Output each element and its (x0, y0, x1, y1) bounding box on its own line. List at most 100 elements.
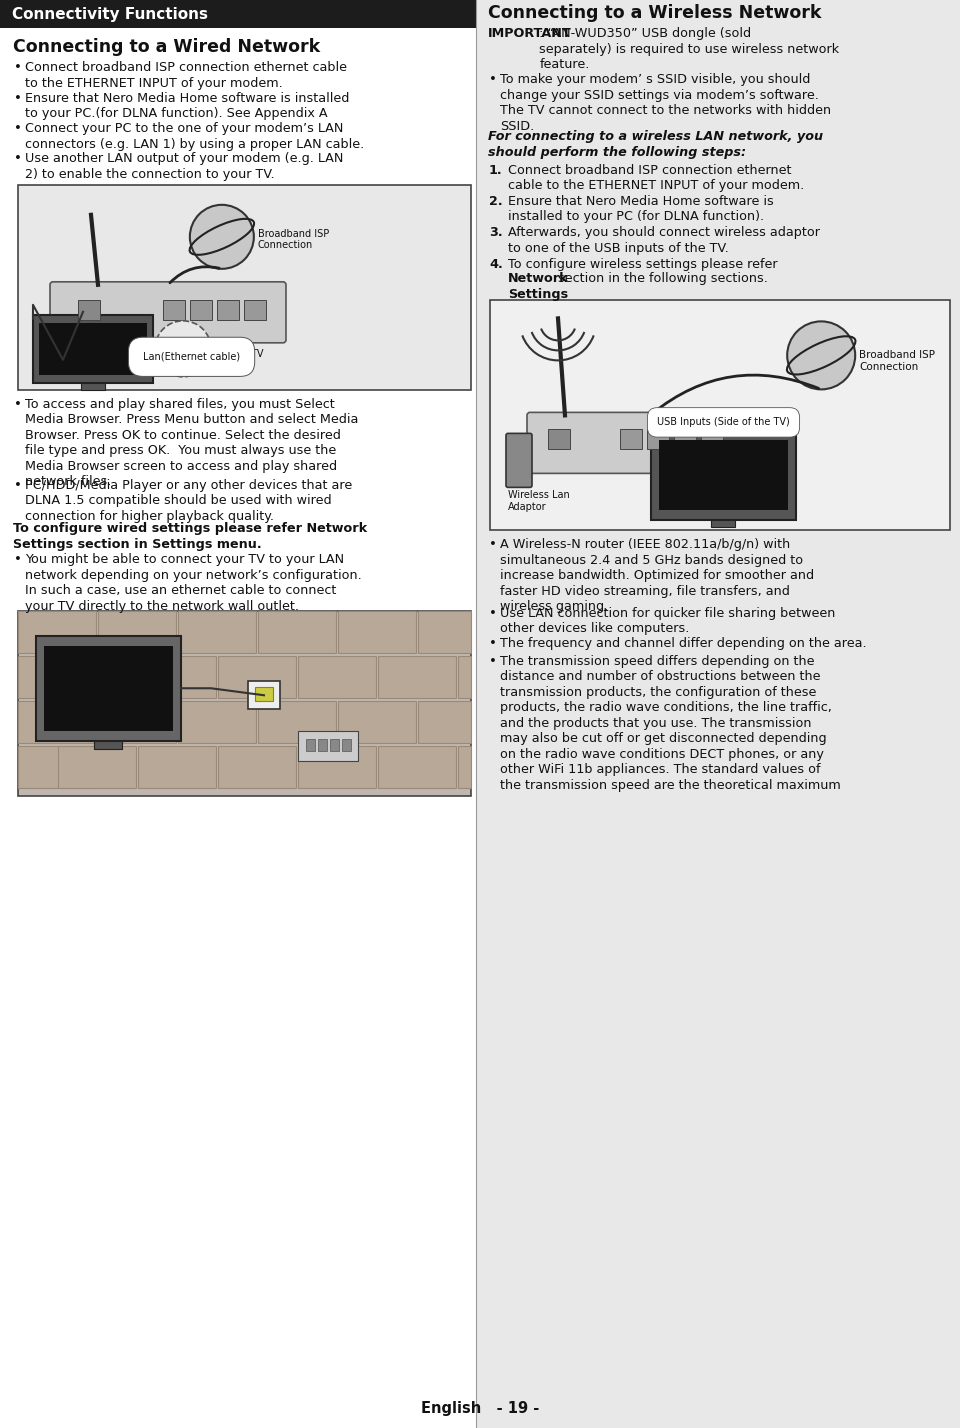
Bar (94, 741, 122, 750)
Text: USB Inputs (Side of the TV): USB Inputs (Side of the TV) (658, 417, 790, 427)
Bar (0, 0, 476, 29)
Text: To make your modem’ s SSID visible, you should
change your SSID settings via mod: To make your modem’ s SSID visible, you … (500, 73, 831, 133)
Bar (298, 747, 376, 788)
Text: •: • (489, 538, 497, 551)
Bar (98, 701, 176, 743)
Text: •: • (489, 73, 497, 86)
Text: : “AN-WUD350” USB dongle (sold
separately) is required to use wireless network
f: : “AN-WUD350” USB dongle (sold separatel… (540, 27, 839, 71)
Bar (36, 637, 181, 741)
Bar (44, 647, 173, 731)
Text: The transmission speed differs depending on the
distance and number of obstructi: The transmission speed differs depending… (500, 655, 841, 793)
Bar (18, 701, 96, 743)
Text: PC/HDD/Media Player or any other devices that are
DLNA 1.5 compatible should be : PC/HDD/Media Player or any other devices… (25, 478, 352, 523)
Bar (33, 314, 153, 383)
Text: •: • (14, 121, 22, 136)
Text: You might be able to connect your TV to your LAN
network depending on your netwo: You might be able to connect your TV to … (25, 554, 362, 613)
Bar (18, 747, 96, 788)
Bar (318, 740, 327, 751)
Text: Connecting to a Wired Network: Connecting to a Wired Network (13, 39, 320, 56)
Text: 3.: 3. (489, 226, 503, 240)
FancyBboxPatch shape (50, 281, 286, 343)
Bar (647, 430, 669, 450)
Text: Wireless Lan
Adaptor: Wireless Lan Adaptor (508, 490, 569, 513)
Bar (217, 300, 239, 320)
Text: The frequency and channel differ depending on the area.: The frequency and channel differ dependi… (500, 637, 867, 650)
Text: Use LAN connection for quicker file sharing between
other devices like computers: Use LAN connection for quicker file shar… (500, 607, 835, 635)
Text: •: • (14, 153, 22, 166)
Bar (98, 611, 176, 653)
Text: Connect your PC to the one of your modem’s LAN
connectors (e.g. LAN 1) by using : Connect your PC to the one of your modem… (25, 121, 364, 150)
Bar (138, 657, 216, 698)
Bar (39, 323, 147, 374)
Bar (81, 383, 105, 390)
Text: 4.: 4. (489, 257, 503, 271)
Text: Connect broadband ISP connection ethernet
cable to the ETHERNET INPUT of your mo: Connect broadband ISP connection etherne… (508, 164, 804, 191)
Text: A Wireless-N router (IEEE 802.11a/b/g/n) with
simultaneous 2.4 and 5 GHz bands d: A Wireless-N router (IEEE 802.11a/b/g/n)… (500, 538, 814, 614)
Bar (178, 611, 256, 653)
Bar (255, 687, 273, 701)
Text: Connectivity Functions: Connectivity Functions (12, 7, 208, 21)
Bar (218, 747, 296, 788)
Text: •: • (14, 61, 22, 74)
Bar (711, 520, 735, 527)
Bar (18, 184, 471, 390)
Bar (163, 300, 185, 320)
Text: Afterwards, you should connect wireless adaptor
to one of the USB inputs of the : Afterwards, you should connect wireless … (508, 226, 820, 254)
Text: Rear of TV: Rear of TV (213, 348, 263, 358)
Text: To configure wireless settings please refer: To configure wireless settings please re… (508, 257, 781, 271)
Bar (58, 657, 136, 698)
Text: •: • (489, 637, 497, 650)
Bar (306, 740, 315, 751)
Bar (0, 0, 476, 1428)
Text: Connecting to a Wireless Network: Connecting to a Wireless Network (488, 4, 822, 21)
Bar (138, 747, 216, 788)
Bar (674, 430, 696, 450)
Text: •: • (489, 655, 497, 668)
Text: •: • (14, 478, 22, 493)
Text: •: • (14, 91, 22, 104)
Bar (244, 300, 266, 320)
FancyBboxPatch shape (527, 413, 733, 474)
Bar (258, 611, 336, 653)
Bar (338, 611, 416, 653)
Bar (18, 657, 96, 698)
Bar (58, 747, 136, 788)
Text: •: • (14, 554, 22, 567)
Circle shape (190, 204, 253, 268)
Text: Network
Settings: Network Settings (508, 273, 568, 301)
Bar (298, 731, 358, 761)
Bar (18, 611, 96, 653)
Circle shape (155, 321, 211, 377)
Bar (190, 300, 212, 320)
Text: Broadband ISP
Connection: Broadband ISP Connection (859, 350, 935, 371)
Text: Broadband ISP
Connection: Broadband ISP Connection (258, 228, 329, 250)
Text: Use another LAN output of your modem (e.g. LAN
2) to enable the connection to yo: Use another LAN output of your modem (e.… (25, 153, 344, 181)
Bar (248, 681, 280, 710)
Bar (418, 611, 471, 653)
Bar (218, 657, 296, 698)
Text: IMPORTANT: IMPORTANT (488, 27, 572, 40)
Bar (338, 701, 416, 743)
FancyBboxPatch shape (506, 433, 532, 487)
Bar (476, 0, 960, 1428)
Bar (378, 657, 456, 698)
Bar (490, 300, 950, 530)
Bar (418, 701, 471, 743)
Bar (330, 740, 339, 751)
Text: To configure wired settings please refer Network
Settings section in Settings me: To configure wired settings please refer… (13, 523, 367, 551)
Bar (18, 701, 96, 743)
Text: 2.: 2. (489, 194, 503, 208)
Bar (651, 430, 796, 520)
Bar (458, 747, 471, 788)
Text: 1.: 1. (489, 164, 503, 177)
Text: To access and play shared files, you must Select
Media Browser. Press Menu butto: To access and play shared files, you mus… (25, 398, 358, 488)
Text: Ensure that Nero Media Home software is installed
to your PC.(for DLNA function): Ensure that Nero Media Home software is … (25, 91, 349, 120)
Bar (620, 430, 642, 450)
Text: •: • (14, 398, 22, 411)
Text: Ensure that Nero Media Home software is
installed to your PC (for DLNA function): Ensure that Nero Media Home software is … (508, 194, 774, 223)
Text: •: • (489, 607, 497, 620)
Text: Connect broadband ISP connection ethernet cable
to the ETHERNET INPUT of your mo: Connect broadband ISP connection etherne… (25, 61, 347, 90)
Bar (78, 300, 100, 320)
Text: For connecting to a wireless LAN network, you
should perform the following steps: For connecting to a wireless LAN network… (488, 130, 823, 159)
Circle shape (787, 321, 855, 390)
